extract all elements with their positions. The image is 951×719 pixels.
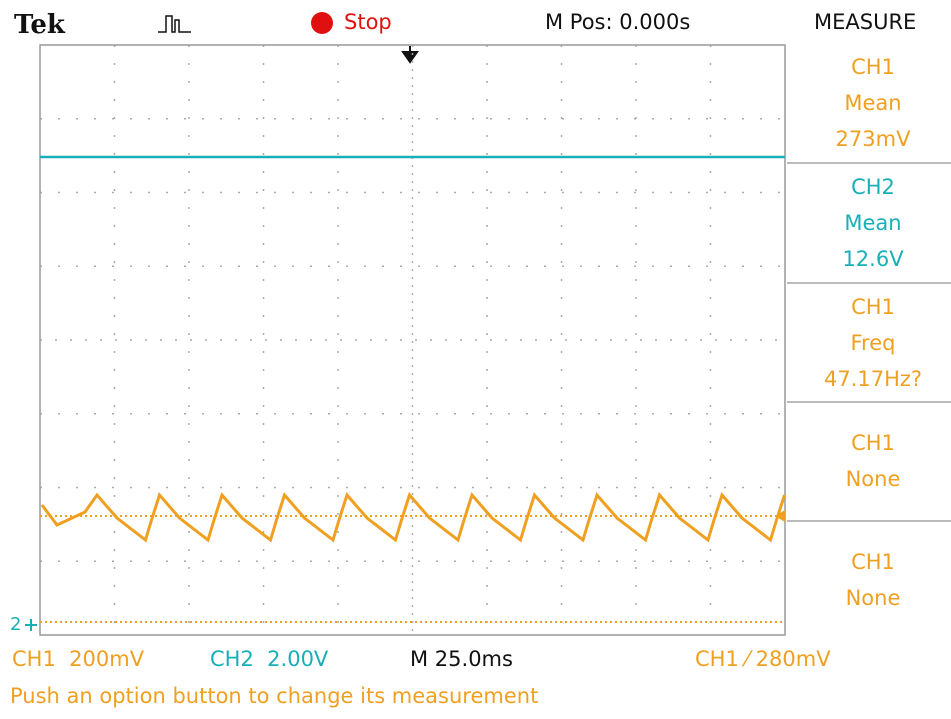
- measure-channel: CH1: [851, 431, 895, 455]
- measure-type: Mean: [844, 211, 901, 235]
- measure-value: 273mV: [836, 127, 912, 151]
- measure-channel: CH2: [851, 175, 895, 199]
- measure-value: 12.6V: [842, 247, 904, 271]
- menu-title: MEASURE: [814, 10, 916, 34]
- timebase: M 25.0ms: [410, 647, 513, 671]
- measure-channel: CH1: [851, 550, 895, 574]
- background: [0, 0, 951, 719]
- trigger-setting: CH1 ⁄ 280mV: [695, 647, 831, 671]
- scope-screen: Tek Stop M Pos: 0.000s MEASURE 2 CH1 Mean…: [0, 0, 951, 719]
- measure-type: Freq: [851, 331, 896, 355]
- stop-indicator: [311, 12, 333, 34]
- measure-type: None: [846, 586, 901, 610]
- help-message: Push an option button to change its meas…: [10, 684, 538, 708]
- ch1-scale: CH1 200mV: [12, 647, 145, 671]
- run-status: Stop: [344, 10, 392, 34]
- ch2-marker: 2: [10, 614, 21, 635]
- ch2-scale: CH2 2.00V: [210, 647, 329, 671]
- measure-channel: CH1: [851, 295, 895, 319]
- horizontal-position: M Pos: 0.000s: [545, 10, 690, 34]
- measure-type: Mean: [844, 91, 901, 115]
- measure-value: 47.17Hz?: [824, 367, 922, 391]
- measure-type: None: [846, 467, 901, 491]
- measure-channel: CH1: [851, 55, 895, 79]
- brand: Tek: [14, 10, 66, 40]
